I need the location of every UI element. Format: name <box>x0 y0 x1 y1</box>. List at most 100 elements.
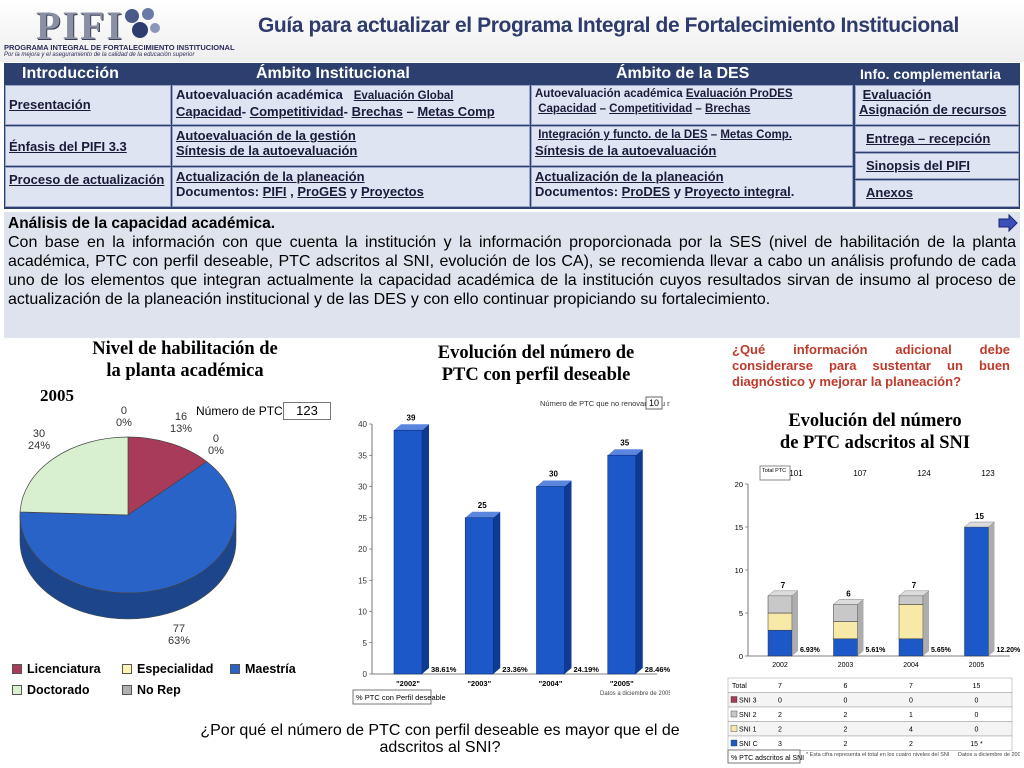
nav-info-entrega[interactable]: Entrega – recepción <box>855 126 1019 152</box>
sni-footnote: * Esta cifra representa el total en los … <box>806 752 950 758</box>
sni-bar-top <box>898 590 930 597</box>
sep: – <box>692 103 706 115</box>
nav-inst-gestion: Autoevaluación de la gestión Síntesis de… <box>172 126 530 166</box>
legend-label: Maestría <box>245 662 296 676</box>
pifi-logo[interactable]: PIFI PROGRAMA INTEGRAL DE FORTALECIMIENT… <box>4 2 235 58</box>
legend-label: No Rep <box>137 683 181 697</box>
inst-metas-comp-link[interactable]: Metas Comp <box>417 104 495 119</box>
nav-des-integracion: Integración y functo. de la DES – Metas … <box>531 126 853 166</box>
sni-seg-sni-c <box>767 629 793 657</box>
next-arrow-icon[interactable] <box>998 214 1018 232</box>
des-brechas-link[interactable]: Brechas <box>705 103 751 115</box>
legend-especialidad: Especialidad <box>122 662 213 676</box>
perfil-bar-value: 35 <box>620 438 629 447</box>
perfil-x-label: "2003" <box>467 679 491 688</box>
inst-sintesis-link[interactable]: Síntesis de la autoevaluación <box>176 143 358 158</box>
nav-heading-ambito-institucional[interactable]: Ámbito Institucional <box>256 65 410 82</box>
inst-proges-link[interactable]: ProGES <box>297 184 347 199</box>
des-prodes-link[interactable]: ProDES <box>621 184 671 199</box>
pie-slice-maestría <box>19 461 237 594</box>
nav-inst-planeacion: Actualización de la planeación Documento… <box>172 167 530 207</box>
sni-seg-sni-2 <box>767 595 793 614</box>
sni-table-cell: 0 <box>844 698 848 705</box>
des-actualizacion-planeacion-link[interactable]: Actualización de la planeación <box>535 169 724 184</box>
info-sinopsis-link[interactable]: Sinopsis del PIFI <box>866 158 971 173</box>
pie-label-especialidad: 0 0% <box>208 433 224 457</box>
pie-label-percent: 0% <box>208 445 224 457</box>
pie-legend: Licenciatura Especialidad Maestría Docto… <box>12 660 312 700</box>
sni-table-row <box>727 677 1013 693</box>
analysis-body: Con base en la información con que cuent… <box>8 234 1016 308</box>
des-capacidad-link[interactable]: Capacidad <box>538 103 597 115</box>
inst-competitividad-link[interactable]: Competitividad <box>249 104 344 119</box>
nav-heading-introduccion[interactable]: Introducción <box>22 65 119 82</box>
des-autoeval-academica-label: Autoevaluación académica <box>535 88 683 100</box>
sep: - <box>241 104 250 119</box>
sni-table-cell: 6 <box>844 683 848 690</box>
inst-proyectos-link[interactable]: Proyectos <box>360 184 424 199</box>
inst-actualizacion-planeacion-link[interactable]: Actualización de la planeación <box>176 169 365 184</box>
info-anexos-link[interactable]: Anexos <box>866 185 913 200</box>
nav-enfasis-link[interactable]: Énfasis del PIFI 3.3 <box>9 139 127 154</box>
perfil-x-label: "2004" <box>539 679 563 688</box>
perfil-bar-side <box>422 424 429 674</box>
sni-table-cell: 0 <box>975 712 979 719</box>
perfil-bar-chart: Número de PTC que no renovaron su regist… <box>352 396 670 705</box>
sni-table-cell: 2 <box>844 741 848 748</box>
pie-label-percent: 0% <box>116 417 132 429</box>
perfil-bar-top <box>465 511 501 518</box>
info-asignacion-recursos-link[interactable]: Asignación de recursos <box>859 102 1007 117</box>
logo-tagline: Por la mejora y el aseguramiento de la c… <box>4 52 195 58</box>
pie-label-percent: 24% <box>28 440 51 452</box>
nav-info-anexos[interactable]: Anexos <box>855 180 1019 207</box>
logo-subtitle: PROGRAMA INTEGRAL DE FORTALECIMIENTO INS… <box>4 43 235 52</box>
des-competitividad-link[interactable]: Competitividad <box>609 103 693 115</box>
nav-des-planeacion: Actualización de la planeación Documento… <box>531 167 853 207</box>
perfil-bar-side <box>635 449 643 674</box>
nav-proceso-actualizacion[interactable]: Proceso de actualización <box>5 167 171 207</box>
info-entrega-link[interactable]: Entrega – recepción <box>866 131 991 146</box>
perfil-bar-value: 30 <box>549 470 558 479</box>
perfil-bar-side <box>493 511 501 674</box>
nav-presentacion[interactable]: Presentación <box>5 85 171 125</box>
sni-x-label: 2005 <box>969 662 985 669</box>
nav-info-sinopsis[interactable]: Sinopsis del PIFI <box>855 153 1019 179</box>
des-sintesis-link[interactable]: Síntesis de la autoevaluación <box>535 143 717 158</box>
inst-capacidad-link[interactable]: Capacidad <box>176 104 242 119</box>
nav-enfasis-pifi[interactable]: Énfasis del PIFI 3.3 <box>5 126 171 166</box>
sni-total-value: 107 <box>853 469 867 478</box>
inst-brechas-link[interactable]: Brechas <box>351 104 403 119</box>
sni-table-label: SNI 3 <box>739 698 757 705</box>
legend-label: Doctorado <box>27 683 90 697</box>
nav-inst-autoevaluacion-academica: Autoevaluación académica Evaluación Glob… <box>172 85 530 125</box>
sni-total-value: 101 <box>789 469 803 478</box>
sni-y-tick-label: 0 <box>739 652 743 661</box>
sni-percent-label: 5.61% <box>866 647 887 654</box>
sni-total-label: Total PTC <box>762 468 786 474</box>
sni-table-label: SNI 1 <box>739 727 757 734</box>
sni-seg-sni-1 <box>898 604 924 640</box>
sni-table-swatch <box>730 696 738 703</box>
inst-evaluacion-global-link[interactable]: Evaluación Global <box>353 90 454 102</box>
nav-heading-info-complementaria[interactable]: Info. complementaria <box>860 66 1001 82</box>
sni-x-label: 2002 <box>772 662 788 669</box>
inst-autoeval-gestion-link[interactable]: Autoevaluación de la gestión <box>176 128 356 143</box>
des-proyecto-integral-link[interactable]: Proyecto integral <box>684 184 791 199</box>
des-metas-comp-link[interactable]: Metas Comp. <box>720 129 792 141</box>
nav-presentacion-link[interactable]: Presentación <box>9 97 91 112</box>
sni-bar-top <box>767 590 799 597</box>
inst-pifi-link[interactable]: PIFI <box>262 184 287 199</box>
pie-title-line2: la planta académica <box>106 361 264 381</box>
nav-proceso-link[interactable]: Proceso de actualización <box>9 172 165 187</box>
des-evaluacion-prodes-link[interactable]: Evaluación ProDES <box>685 88 793 100</box>
sni-x-label: 2003 <box>838 662 854 669</box>
sni-seg-sni-2 <box>898 595 924 605</box>
des-integracion-link[interactable]: Integración y functo. de la DES <box>538 129 708 141</box>
perfil-bar-top <box>394 424 429 431</box>
navigation-table: Introducción Ámbito Institucional Ámbito… <box>4 63 1020 209</box>
sni-table-row <box>727 721 1013 737</box>
sni-x-label: 2004 <box>903 662 919 669</box>
perfil-y-tick-label: 30 <box>358 483 367 492</box>
nav-heading-ambito-des[interactable]: Ámbito de la DES <box>616 65 750 82</box>
info-evaluacion-link[interactable]: Evaluación <box>862 87 932 102</box>
